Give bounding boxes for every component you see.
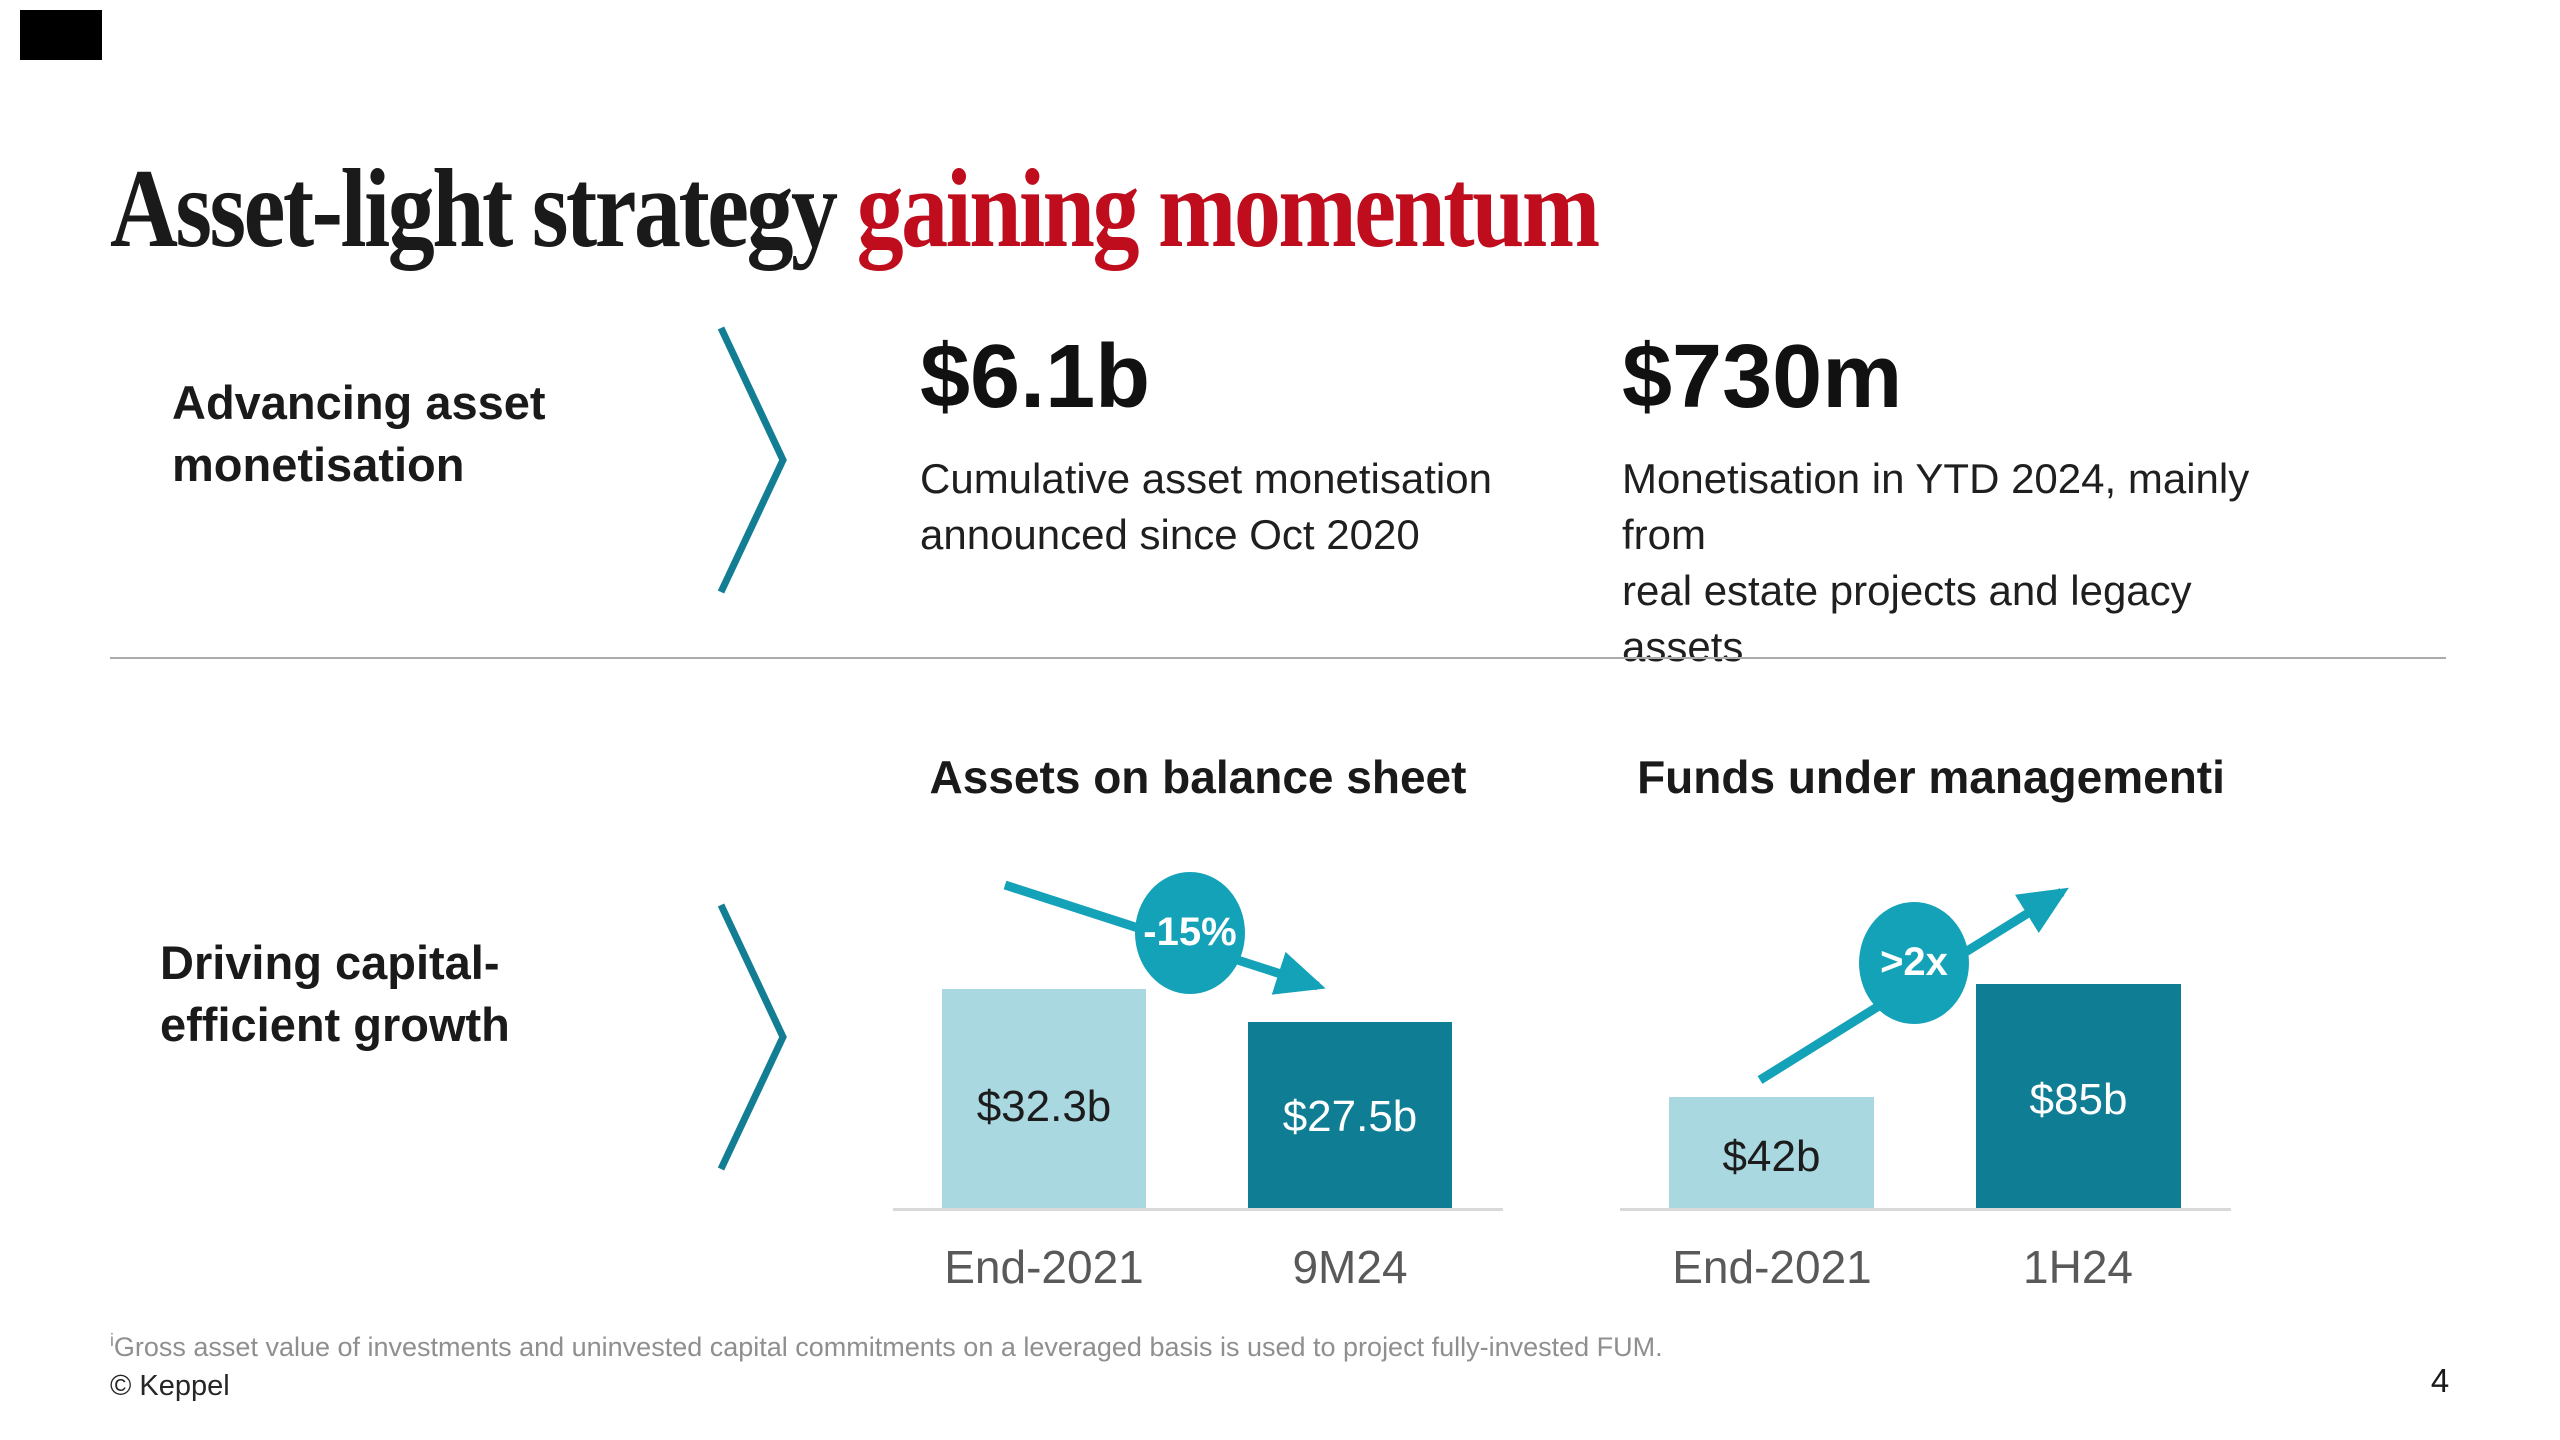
footnote-marker: i (2212, 751, 2225, 803)
stat-description: Monetisation in YTD 2024, mainly from re… (1622, 454, 2250, 670)
stat-value: $730m (1622, 327, 1903, 427)
bar-9m24: $27.5b (1248, 1022, 1452, 1208)
stat-description: Cumulative asset monetisation announced … (920, 454, 1492, 558)
bar-value-label: $42b (1722, 1132, 1821, 1181)
bar-chart-assets-on-balance-sheet: $32.3b $27.5b (893, 860, 1503, 1211)
page-number: 4 (2430, 1362, 2450, 1399)
bar-value-label: $27.5b (1282, 1092, 1418, 1141)
bar-value-label: $85b (2029, 1075, 2128, 1124)
horizontal-divider (110, 657, 2446, 659)
section-label-line: Advancing asset (172, 376, 546, 429)
bar-chart-funds-under-management: $42b $85b (1620, 860, 2231, 1211)
stat-cumulative-monetisation: $6.1b Cumulative asset monetisation anno… (920, 330, 1580, 563)
copyright: © Keppel (110, 1370, 230, 1402)
bar-value-label: $32.3b (976, 1082, 1112, 1131)
chart-title-funds-under-management: Funds under managementi (1637, 751, 2225, 803)
x-axis-label: 9M24 (1292, 1241, 1408, 1293)
section-label-capital-efficient: Driving capital- efficient growth (160, 932, 510, 1056)
footnote: iGross asset value of investments and un… (110, 1330, 1663, 1362)
chart-baseline (1620, 1208, 2231, 1211)
section-label-line: Driving capital- (160, 936, 500, 989)
section-label-line: efficient growth (160, 998, 510, 1051)
stat-value: $6.1b (920, 327, 1151, 427)
section-label-advancing-asset: Advancing asset monetisation (172, 372, 546, 496)
bar-1h24: $85b (1976, 984, 2181, 1208)
badge-label-decline: -15% (1143, 910, 1237, 954)
footnote-marker: i (110, 1330, 114, 1350)
page-title-black: Asset-light strategy (110, 147, 857, 272)
chevron-right-icon (717, 326, 787, 594)
x-axis-label: 1H24 (2023, 1241, 2133, 1293)
bar-end-2021: $32.3b (942, 989, 1146, 1208)
chart-title-assets-on-balance-sheet: Assets on balance sheet (929, 751, 1467, 803)
page-title-red: gaining momentum (856, 147, 1601, 272)
chart-baseline (893, 1208, 1503, 1211)
x-axis-label: End-2021 (1672, 1241, 1872, 1293)
section-label-line: monetisation (172, 438, 465, 491)
x-axis-label: End-2021 (944, 1241, 1144, 1293)
corner-mark (20, 10, 102, 60)
stat-ytd-monetisation: $730m Monetisation in YTD 2024, mainly f… (1622, 330, 2282, 675)
badge-label-growth: >2x (1880, 940, 1948, 984)
page-title: Asset-light strategy gaining momentum (110, 153, 1600, 265)
chevron-right-icon (717, 903, 787, 1171)
bar-end-2021: $42b (1669, 1097, 1874, 1208)
